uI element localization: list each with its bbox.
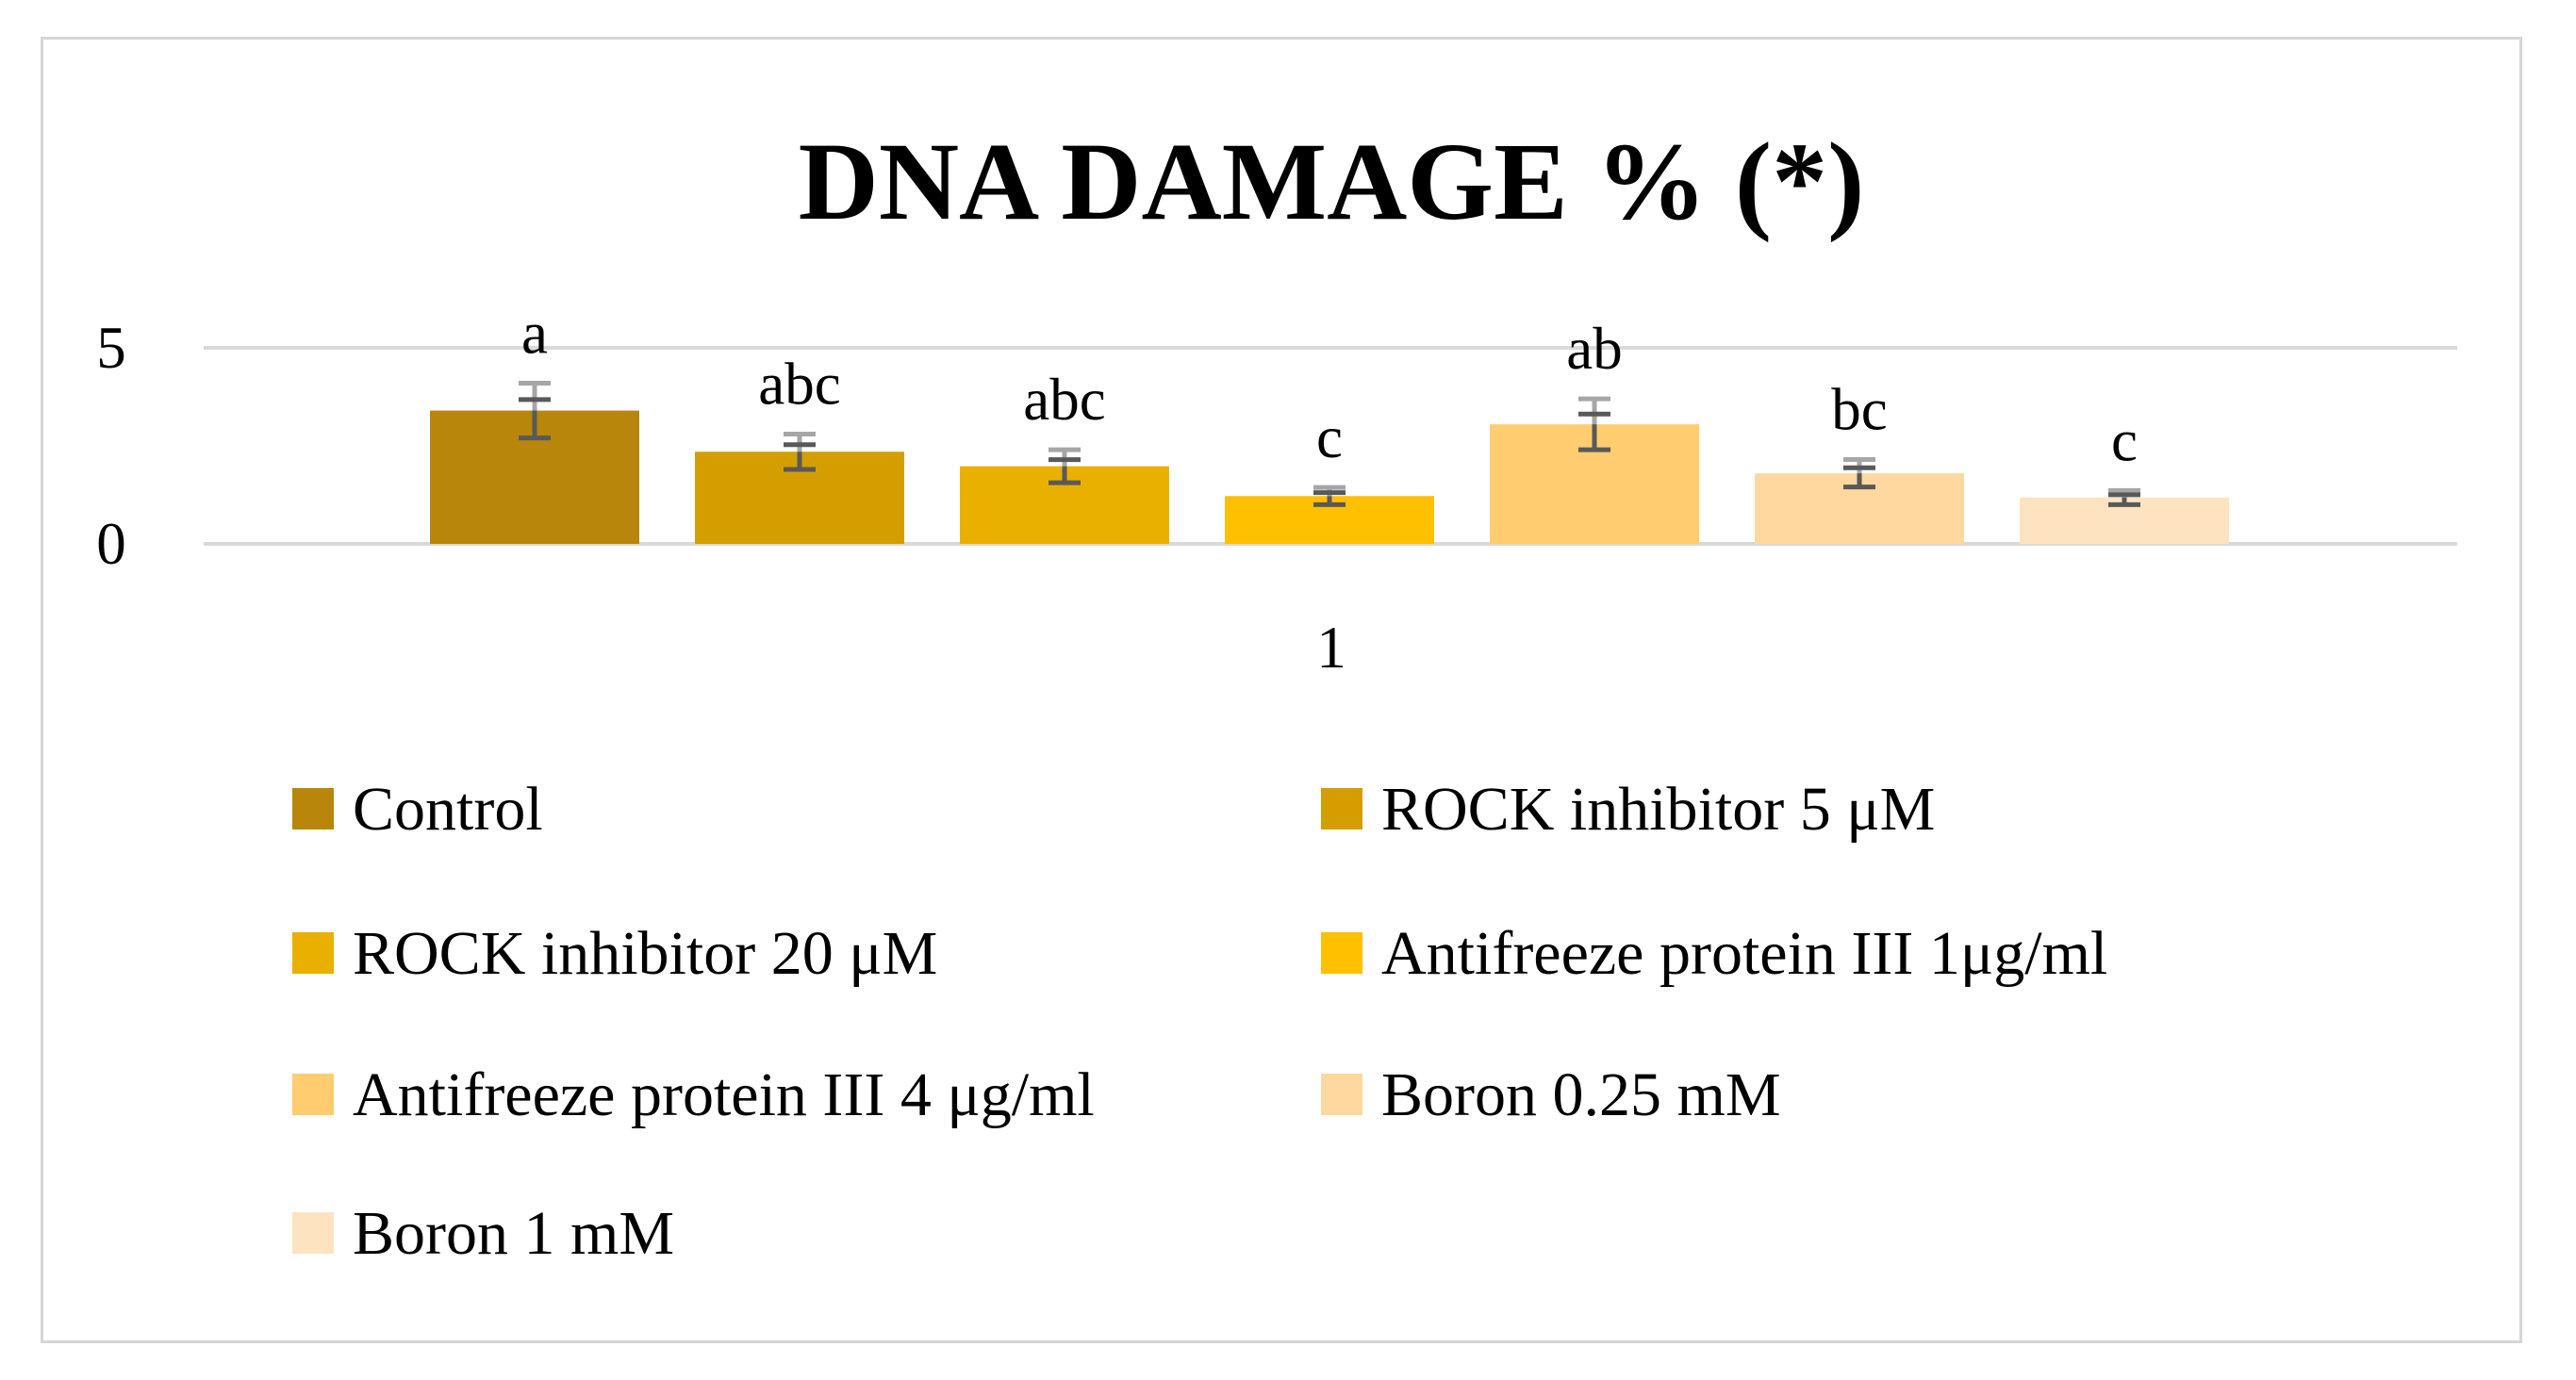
x-tick-label-0: 1: [1316, 615, 1346, 681]
bar-layer: a abc abc c ab bc c: [430, 300, 2229, 544]
legend-label-1: ROCK inhibitor 5 μM: [1381, 775, 1935, 844]
significance-label-1: abc: [758, 352, 840, 418]
legend: Control ROCK inhibitor 5 μM ROCK inhibitor…: [292, 775, 2107, 1268]
y-axis-ticks: 05: [96, 315, 126, 577]
legend-swatch-2: [292, 932, 334, 974]
legend-label-6: Boron 1 mM: [353, 1199, 674, 1268]
legend-swatch-6: [292, 1212, 334, 1254]
significance-label-4: ab: [1566, 316, 1622, 382]
significance-label-5: bc: [1831, 377, 1887, 443]
significance-label-2: abc: [1023, 367, 1105, 433]
significance-label-6: c: [2111, 407, 2138, 473]
x-axis-ticks: 1: [1316, 615, 1346, 681]
significance-label-0: a: [521, 300, 548, 366]
legend-label-3: Antifreeze protein III 1μg/ml: [1381, 919, 2107, 988]
legend-swatch-0: [292, 788, 334, 830]
chart-title: DNA DAMAGE % (*): [799, 120, 1865, 243]
legend-swatch-4: [292, 1074, 334, 1115]
legend-label-4: Antifreeze protein III 4 μg/ml: [353, 1060, 1095, 1129]
y-tick-label-0: 0: [96, 511, 126, 577]
legend-swatch-1: [1321, 788, 1362, 830]
legend-label-5: Boron 0.25 mM: [1381, 1060, 1781, 1129]
legend-swatch-3: [1321, 932, 1362, 974]
legend-label-0: Control: [353, 775, 543, 844]
y-tick-label-1: 5: [96, 315, 126, 381]
legend-swatch-5: [1321, 1074, 1362, 1115]
legend-label-2: ROCK inhibitor 20 μM: [353, 919, 937, 988]
significance-label-3: c: [1316, 404, 1343, 470]
